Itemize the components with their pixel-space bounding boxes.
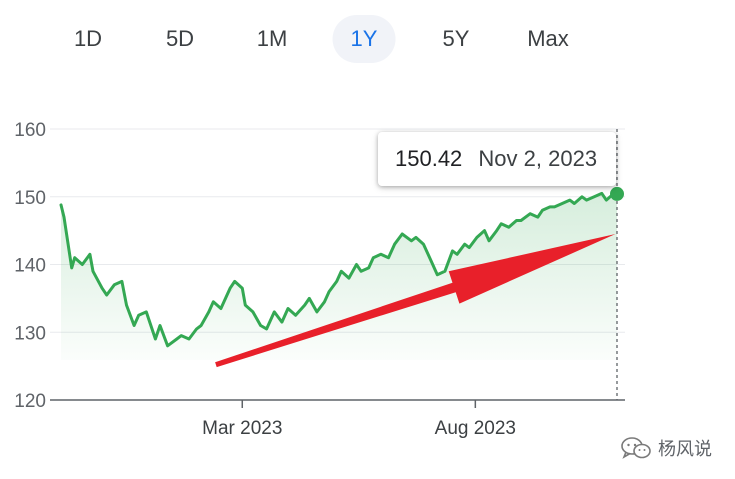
tab-max[interactable]: Max [527, 26, 569, 51]
watermark: 杨风说 [620, 433, 712, 463]
y-tick-label: 160 [14, 120, 46, 141]
range-tabs: 1D 5D 1M 1Y 5Y Max [0, 15, 735, 65]
tab-1m[interactable]: 1M [256, 26, 288, 51]
tab-1d[interactable]: 1D [73, 26, 103, 51]
trend-arrow [215, 234, 616, 368]
x-tick-label: Mar 2023 [202, 418, 282, 439]
price-line [59, 191, 619, 348]
price-line-layer [59, 191, 619, 348]
x-tick-label: Aug 2023 [435, 418, 516, 439]
price-tooltip: 150.42 Nov 2, 2023 [378, 132, 616, 186]
x-axis: Mar 2023 Aug 2023 [50, 399, 625, 439]
hover-marker [610, 129, 624, 400]
y-tick-label: 140 [14, 256, 46, 277]
wechat-icon [621, 437, 651, 459]
tab-1y[interactable]: 1Y [332, 15, 396, 63]
tab-5y[interactable]: 5Y [442, 26, 470, 51]
y-tick-label: 150 [14, 188, 46, 209]
tooltip-price: 150.42 [395, 146, 463, 171]
trend-arrow-shape [215, 234, 616, 368]
tab-5d[interactable]: 5D [165, 26, 195, 51]
watermark-text: 杨风说 [658, 439, 712, 460]
y-axis-labels: 120 130 140 150 160 [14, 120, 46, 412]
hover-dot [610, 186, 624, 201]
tooltip-date: Nov 2, 2023 [478, 146, 598, 171]
y-tick-label: 120 [14, 391, 46, 412]
y-tick-label: 130 [14, 323, 46, 344]
